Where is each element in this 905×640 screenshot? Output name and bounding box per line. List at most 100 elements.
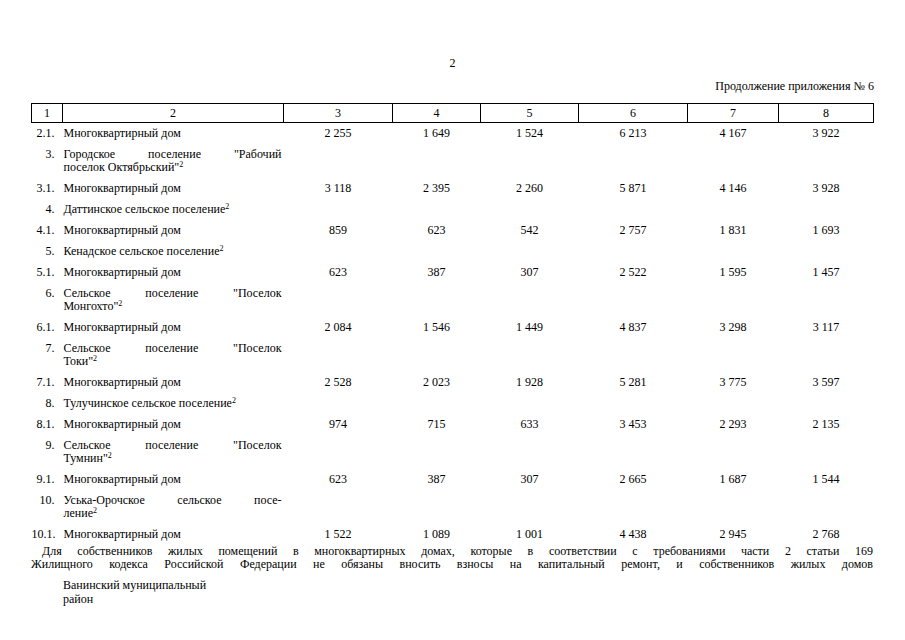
row-value: 387 xyxy=(393,262,481,283)
column-header-7: 7 xyxy=(688,104,779,123)
row-name: Многоквартирный дом xyxy=(63,317,284,338)
row-value: 3 922 xyxy=(779,123,874,145)
footnote-marker: 2 xyxy=(93,354,97,363)
row-value: 2 293 xyxy=(688,414,779,435)
row-value xyxy=(481,144,579,178)
row-value xyxy=(393,393,481,414)
row-value: 1 544 xyxy=(779,469,874,490)
row-number: 6. xyxy=(32,283,63,317)
row-value: 4 167 xyxy=(688,123,779,145)
row-value: 2 757 xyxy=(579,220,688,241)
row-value: 3 298 xyxy=(688,317,779,338)
table-row: 5.Кенадское сельское поселение2 xyxy=(32,241,874,262)
footnote-marker: 2 xyxy=(93,506,97,515)
row-value: 1 522 xyxy=(284,524,393,545)
row-value: 2 768 xyxy=(779,524,874,545)
row-name: Городское поселение "Рабочийпоселок Октя… xyxy=(63,144,284,178)
column-header-8: 8 xyxy=(779,104,874,123)
row-value: 2 945 xyxy=(688,524,779,545)
row-value: 3 775 xyxy=(688,372,779,393)
row-value: 3 928 xyxy=(779,178,874,199)
document-page: 2 Продолжение приложения № 6 1 2 3 4 5 6… xyxy=(0,0,905,640)
column-header-2: 2 xyxy=(63,104,284,123)
table-row: 7.Сельское поселение "ПоселокТоки"2 xyxy=(32,338,874,372)
table-body: 2.1.Многоквартирный дом2 2551 6491 5246 … xyxy=(32,123,874,546)
row-value xyxy=(284,435,393,469)
footnote-line: Жилищного кодекса Российской Федерации н… xyxy=(31,558,873,571)
row-value xyxy=(284,338,393,372)
row-value xyxy=(688,199,779,220)
row-value: 4 146 xyxy=(688,178,779,199)
table-row: 6.Сельское поселение "ПоселокМонгохто"2 xyxy=(32,283,874,317)
table-row: 3.1.Многоквартирный дом3 1182 3952 2605 … xyxy=(32,178,874,199)
row-number: 5. xyxy=(32,241,63,262)
row-value: 974 xyxy=(284,414,393,435)
row-value xyxy=(481,283,579,317)
table-row: 4.1.Многоквартирный дом8596235422 7571 8… xyxy=(32,220,874,241)
row-value xyxy=(393,490,481,524)
row-value: 6 213 xyxy=(579,123,688,145)
row-value: 2 260 xyxy=(481,178,579,199)
row-value: 623 xyxy=(393,220,481,241)
row-value: 2 135 xyxy=(779,414,874,435)
footnote-marker: 2 xyxy=(118,299,122,308)
appendix-table: 1 2 3 4 5 6 7 8 2.1.Многоквартирный дом2… xyxy=(31,103,874,545)
row-value xyxy=(688,283,779,317)
district-label: Ванинский муниципальный район xyxy=(63,578,206,606)
row-value xyxy=(688,435,779,469)
row-number: 9.1. xyxy=(32,469,63,490)
row-value xyxy=(779,393,874,414)
row-name: Многоквартирный дом xyxy=(63,262,284,283)
row-value xyxy=(579,283,688,317)
row-value: 2 395 xyxy=(393,178,481,199)
row-value: 1 546 xyxy=(393,317,481,338)
table-row: 3.Городское поселение "Рабочийпоселок Ок… xyxy=(32,144,874,178)
row-value xyxy=(779,490,874,524)
row-value: 1 595 xyxy=(688,262,779,283)
row-number: 9. xyxy=(32,435,63,469)
column-header-5: 5 xyxy=(481,104,579,123)
row-value: 2 255 xyxy=(284,123,393,145)
row-value xyxy=(481,199,579,220)
row-number: 8. xyxy=(32,393,63,414)
row-value: 4 837 xyxy=(579,317,688,338)
row-value xyxy=(393,144,481,178)
table-row: 8.Тулучинское сельское поселение2 xyxy=(32,393,874,414)
row-name: Сельское поселение "ПоселокТоки"2 xyxy=(63,338,284,372)
table-row: 9.1.Многоквартирный дом6233873072 6651 6… xyxy=(32,469,874,490)
row-value: 623 xyxy=(284,469,393,490)
footnote-marker: 2 xyxy=(220,244,224,253)
row-value xyxy=(579,393,688,414)
row-number: 6.1. xyxy=(32,317,63,338)
row-value xyxy=(688,393,779,414)
row-value xyxy=(284,283,393,317)
row-value xyxy=(284,393,393,414)
row-name: Многоквартирный дом xyxy=(63,469,284,490)
row-value xyxy=(284,241,393,262)
appendix-continuation-label: Продолжение приложения № 6 xyxy=(715,79,874,94)
row-value xyxy=(579,490,688,524)
row-value: 1 928 xyxy=(481,372,579,393)
column-header-1: 1 xyxy=(32,104,63,123)
row-value xyxy=(579,338,688,372)
row-name: Кенадское сельское поселение2 xyxy=(63,241,284,262)
row-value: 2 665 xyxy=(579,469,688,490)
row-value: 1 687 xyxy=(688,469,779,490)
row-value xyxy=(779,283,874,317)
row-value: 5 871 xyxy=(579,178,688,199)
row-number: 5.1. xyxy=(32,262,63,283)
table-row: 9.Сельское поселение "ПоселокТумнин"2 xyxy=(32,435,874,469)
row-value: 1 524 xyxy=(481,123,579,145)
row-value xyxy=(688,338,779,372)
table-header: 1 2 3 4 5 6 7 8 xyxy=(32,104,874,123)
row-value: 4 438 xyxy=(579,524,688,545)
row-name: Многоквартирный дом xyxy=(63,220,284,241)
row-number: 7.1. xyxy=(32,372,63,393)
row-value: 3 118 xyxy=(284,178,393,199)
row-value: 542 xyxy=(481,220,579,241)
row-value: 1 693 xyxy=(779,220,874,241)
row-value: 3 453 xyxy=(579,414,688,435)
row-number: 4.1. xyxy=(32,220,63,241)
footnote-marker: 2 xyxy=(225,202,229,211)
footnote-marker: 2 xyxy=(108,451,112,460)
